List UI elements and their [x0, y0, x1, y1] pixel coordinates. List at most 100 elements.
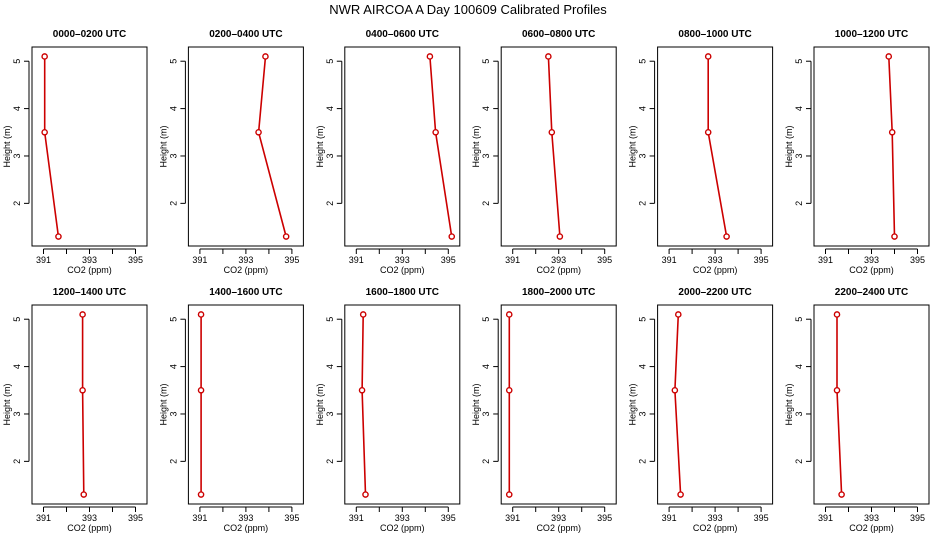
data-point: [723, 233, 730, 240]
y-tick-label: 2: [638, 459, 648, 464]
panel-title: 2000–2200 UTC: [678, 287, 751, 298]
x-axis-label: CO2 (ppm): [67, 523, 112, 533]
y-tick-label: 5: [638, 317, 648, 322]
data-point: [432, 128, 439, 136]
y-tick-label: 4: [794, 364, 804, 369]
data-point: [675, 311, 682, 318]
x-tick-label: 393: [864, 255, 879, 265]
x-axis-label: CO2 (ppm): [67, 265, 112, 275]
x-tick-label: 391: [192, 255, 207, 265]
x-tick-label: 393: [82, 513, 97, 523]
data-point: [358, 386, 366, 394]
y-tick-label: 5: [12, 59, 22, 64]
y-tick-label: 5: [325, 317, 335, 322]
profile-panel: 1400–1600 UTC 391 393 395 CO2 (ppm) 2 3 4 5 Heigh…: [158, 287, 304, 533]
x-tick-label: 395: [284, 513, 299, 523]
profile-line: [361, 314, 367, 495]
y-axis-label: Height (m): [158, 383, 168, 425]
data-point: [891, 233, 898, 240]
y-tick-label: 3: [168, 411, 178, 416]
profile-line: [81, 314, 85, 495]
y-tick-label: 5: [325, 59, 335, 64]
panel-title: 0800–1000 UTC: [678, 29, 751, 40]
y-tick-label: 3: [481, 153, 491, 158]
data-point: [505, 311, 513, 318]
plot-frame: [500, 46, 617, 247]
y-tick-label: 5: [168, 317, 178, 322]
y-axis-label: Height (m): [315, 383, 325, 425]
panel-title: 1600–1800 UTC: [366, 287, 439, 298]
panel-title: 1000–1200 UTC: [835, 29, 908, 40]
profile-line: [547, 56, 561, 237]
plot-frame: [187, 46, 304, 247]
y-tick-label: 2: [168, 459, 178, 464]
x-tick-label: 393: [551, 255, 566, 265]
y-tick-label: 2: [638, 201, 648, 206]
y-tick-label: 3: [481, 411, 491, 416]
x-axis-label: CO2 (ppm): [693, 265, 738, 275]
data-point: [885, 53, 893, 60]
x-tick-label: 391: [36, 255, 51, 265]
plot-frame: [813, 304, 930, 505]
x-tick-label: 391: [349, 513, 364, 523]
x-tick-label: 391: [36, 513, 51, 523]
data-point: [505, 491, 513, 498]
x-tick-label: 391: [505, 513, 520, 523]
x-tick-label: 395: [597, 255, 612, 265]
data-point: [41, 53, 48, 60]
data-point: [888, 128, 896, 136]
x-axis-label: CO2 (ppm): [380, 523, 425, 533]
data-point: [448, 233, 456, 240]
y-tick-label: 5: [481, 317, 491, 322]
y-tick-label: 4: [12, 106, 22, 111]
x-tick-label: 395: [754, 255, 769, 265]
plot-frame: [344, 304, 461, 505]
x-tick-label: 395: [910, 255, 925, 265]
panel-title: 2200–2400 UTC: [835, 287, 908, 298]
y-tick-label: 2: [325, 201, 335, 206]
profile-line: [43, 56, 60, 237]
y-tick-label: 2: [481, 201, 491, 206]
profile-line: [674, 314, 682, 495]
plot-frame: [31, 46, 148, 247]
profile-panel: 1800–2000 UTC 391 393 395 CO2 (ppm) 2 3 4 5 Heigh…: [471, 287, 617, 533]
y-tick-label: 2: [12, 201, 22, 206]
profile-line: [888, 56, 896, 237]
x-tick-label: 395: [754, 513, 769, 523]
plot-frame: [657, 304, 774, 505]
y-axis-label: Height (m): [628, 383, 638, 425]
data-point: [704, 53, 712, 60]
x-axis-label: CO2 (ppm): [224, 265, 269, 275]
x-tick-label: 395: [441, 513, 456, 523]
data-point: [282, 233, 290, 240]
data-point: [80, 491, 88, 498]
profile-panel: 2200–2400 UTC 391 393 395 CO2 (ppm) 2 3 4 5 Heigh…: [784, 287, 930, 533]
x-tick-label: 391: [662, 513, 677, 523]
data-point: [426, 53, 434, 60]
panel-title: 1400–1600 UTC: [209, 287, 282, 298]
y-axis-label: Height (m): [2, 125, 12, 167]
y-tick-label: 5: [168, 59, 178, 64]
y-tick-label: 2: [12, 459, 22, 464]
data-point: [838, 491, 845, 498]
data-point: [548, 128, 556, 136]
data-point: [362, 491, 369, 498]
panel-title: 0000–0200 UTC: [53, 29, 126, 40]
x-tick-label: 395: [128, 513, 143, 523]
y-tick-label: 2: [481, 459, 491, 464]
plot-frame: [187, 304, 304, 505]
plot-frame: [813, 46, 930, 247]
y-tick-label: 3: [638, 411, 648, 416]
data-point: [197, 311, 205, 318]
y-axis-label: Height (m): [784, 383, 794, 425]
profile-line: [429, 56, 453, 237]
x-tick-label: 391: [192, 513, 207, 523]
data-point: [41, 128, 48, 136]
panel-title: 0200–0400 UTC: [209, 29, 282, 40]
data-point: [197, 491, 205, 498]
y-tick-label: 4: [638, 364, 648, 369]
profile-panel: 0800–1000 UTC 391 393 395 CO2 (ppm) 2 3 4 5 Heigh…: [628, 29, 774, 275]
y-tick-label: 4: [12, 364, 22, 369]
y-tick-label: 3: [325, 411, 335, 416]
